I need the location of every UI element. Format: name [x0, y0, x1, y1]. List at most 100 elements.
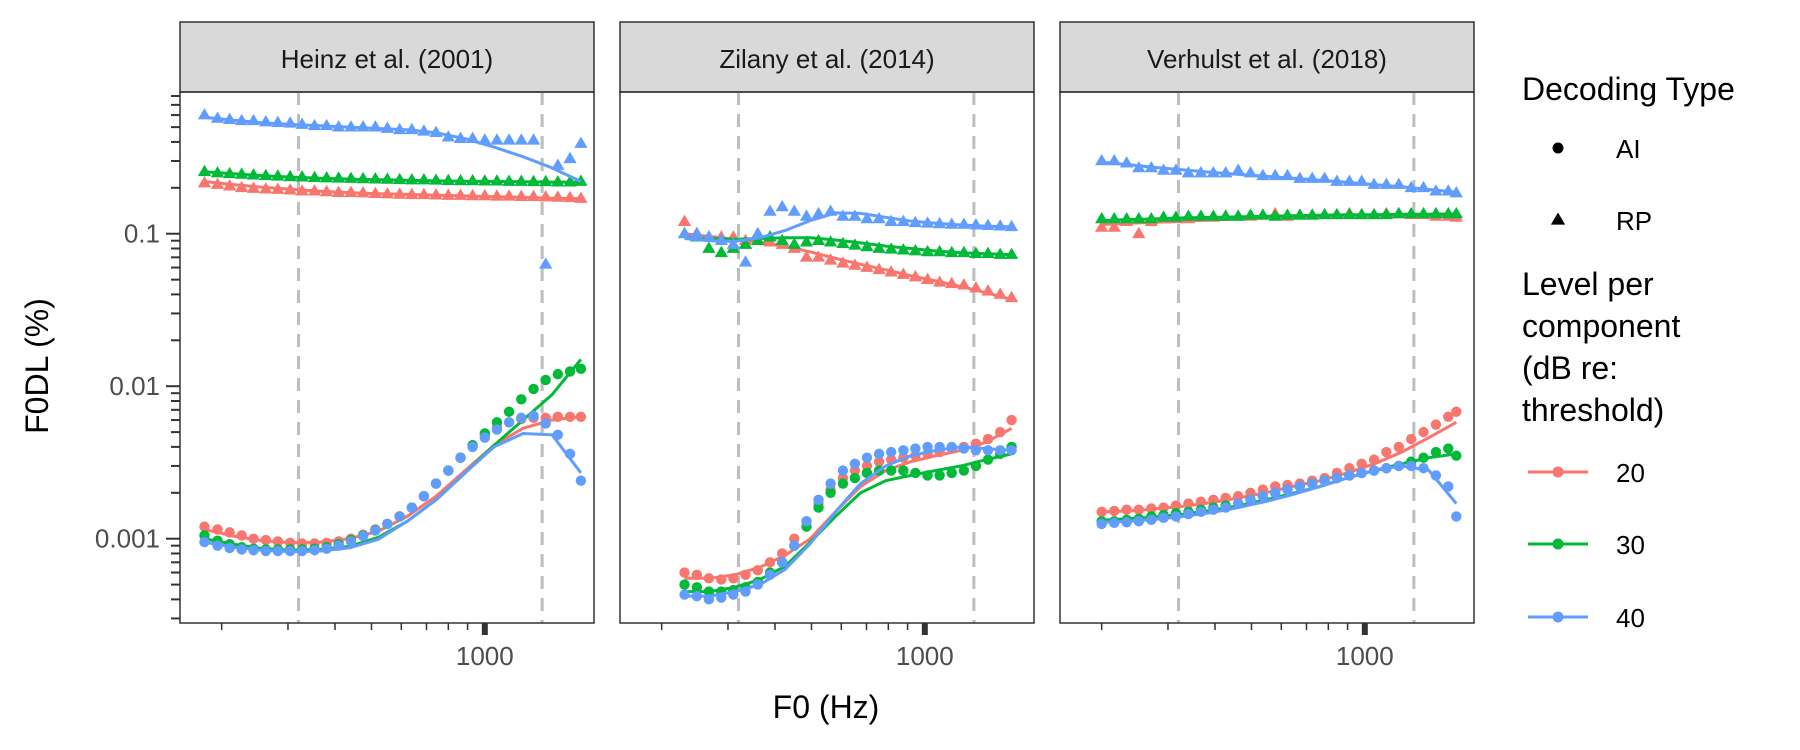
point-40-rp: [1268, 168, 1282, 181]
point-40-rp: [1132, 160, 1146, 173]
point-20-rp: [417, 187, 431, 200]
point-20-rp: [1107, 220, 1121, 232]
point-30-rp: [210, 166, 225, 178]
panel-strip: [179, 21, 595, 93]
point-40-ai: [922, 441, 933, 453]
point-20-ai: [212, 524, 223, 535]
point-20-rp: [405, 187, 419, 200]
legend-title-level: component: [1522, 308, 1680, 344]
point-20-rp: [981, 284, 995, 296]
point-40-ai: [1183, 508, 1194, 520]
point-40-rp: [823, 204, 838, 216]
point-30-rp: [1268, 209, 1282, 221]
point-20-rp: [465, 188, 480, 201]
point-20-rp: [295, 184, 309, 196]
point-30-rp: [1156, 210, 1171, 222]
point-20-rp: [848, 258, 862, 270]
point-40-ai: [1344, 470, 1355, 481]
point-40-rp: [945, 217, 959, 229]
point-30-rp: [896, 243, 911, 255]
point-20-ai: [1233, 490, 1244, 502]
point-20-ai: [703, 573, 715, 584]
point-20-ai: [873, 456, 885, 467]
point-30-ai: [958, 465, 970, 476]
point-40-ai: [728, 589, 739, 600]
y-axis: 0.001 0.01 0.1: [95, 95, 180, 620]
legend-key-dot-icon: [1552, 466, 1564, 478]
point-30-ai: [898, 465, 909, 476]
point-40-rp: [307, 118, 322, 131]
point-40-ai: [764, 569, 776, 580]
point-40-ai: [910, 443, 921, 454]
point-30-ai: [849, 472, 861, 484]
point-30-rp: [836, 236, 850, 249]
point-40-ai: [776, 557, 788, 568]
point-30-rp: [1219, 209, 1233, 221]
point-30-rp: [1144, 211, 1158, 224]
point-40-rp: [751, 226, 765, 239]
point-30-rp: [295, 170, 309, 182]
point-20-ai: [1443, 411, 1454, 423]
fit-line-40-AI: [204, 431, 583, 554]
point-20-ai: [995, 426, 1006, 438]
point-30-rp: [1416, 206, 1431, 219]
point-30-ai: [970, 460, 982, 472]
point-40-rp: [1156, 163, 1171, 175]
point-20-ai: [1356, 458, 1367, 469]
panel-title: Verhulst et al. (2018): [1147, 44, 1387, 74]
point-20-ai: [1170, 500, 1182, 511]
point-40-ai: [491, 424, 503, 435]
point-40-rp: [981, 218, 995, 230]
point-40-ai: [898, 445, 909, 456]
panel-strip: [619, 21, 1035, 93]
point-20-rp: [860, 260, 874, 272]
point-20-ai: [1451, 406, 1462, 417]
point-40-ai: [1307, 478, 1318, 489]
point-40-ai: [1257, 490, 1269, 502]
point-30-rp: [945, 245, 959, 258]
point-30-rp: [259, 168, 273, 181]
point-20-rp: [969, 281, 983, 293]
point-30-ai: [946, 467, 957, 479]
point-20-ai: [1430, 419, 1442, 430]
panel: Verhulst et al. (2018) 1000: [1059, 21, 1475, 671]
point-40-ai: [716, 592, 727, 603]
point-30-rp: [246, 168, 261, 180]
point-30-rp: [1449, 206, 1463, 219]
point-20-rp: [283, 183, 297, 195]
point-40-ai: [825, 478, 836, 489]
point-40-ai: [1208, 504, 1219, 515]
point-40-rp: [702, 230, 716, 242]
point-20-ai: [716, 574, 727, 585]
legend-title-level: threshold): [1522, 392, 1664, 428]
point-40-ai: [479, 432, 491, 443]
point-40-rp: [726, 237, 740, 249]
point-20-ai: [1146, 503, 1157, 514]
point-20-rp: [502, 189, 516, 201]
point-20-rp: [478, 188, 492, 201]
point-40-ai: [406, 502, 418, 513]
point-40-rp: [368, 120, 383, 132]
point-30-rp: [1119, 211, 1134, 224]
legend-title-decoding: Decoding Type: [1522, 71, 1735, 107]
point-20-rp: [490, 189, 504, 201]
point-40-rp: [1181, 166, 1196, 178]
point-30-rp: [1404, 206, 1418, 219]
point-20-rp: [884, 265, 898, 277]
point-20-ai: [199, 521, 210, 532]
point-30-rp: [307, 170, 322, 183]
point-20-rp: [380, 187, 395, 199]
point-40-ai: [1006, 445, 1017, 456]
point-30-ai: [564, 366, 576, 377]
point-20-ai: [1208, 494, 1219, 505]
point-20-rp: [933, 275, 947, 287]
panel-strip: [1059, 21, 1475, 93]
point-20-rp: [393, 187, 407, 199]
point-40-rp: [1231, 163, 1245, 175]
point-20-ai: [1006, 414, 1017, 426]
point-40-rp: [799, 209, 814, 221]
point-40-rp: [563, 151, 577, 164]
point-40-ai: [503, 417, 515, 428]
point-40-ai: [1245, 494, 1256, 505]
